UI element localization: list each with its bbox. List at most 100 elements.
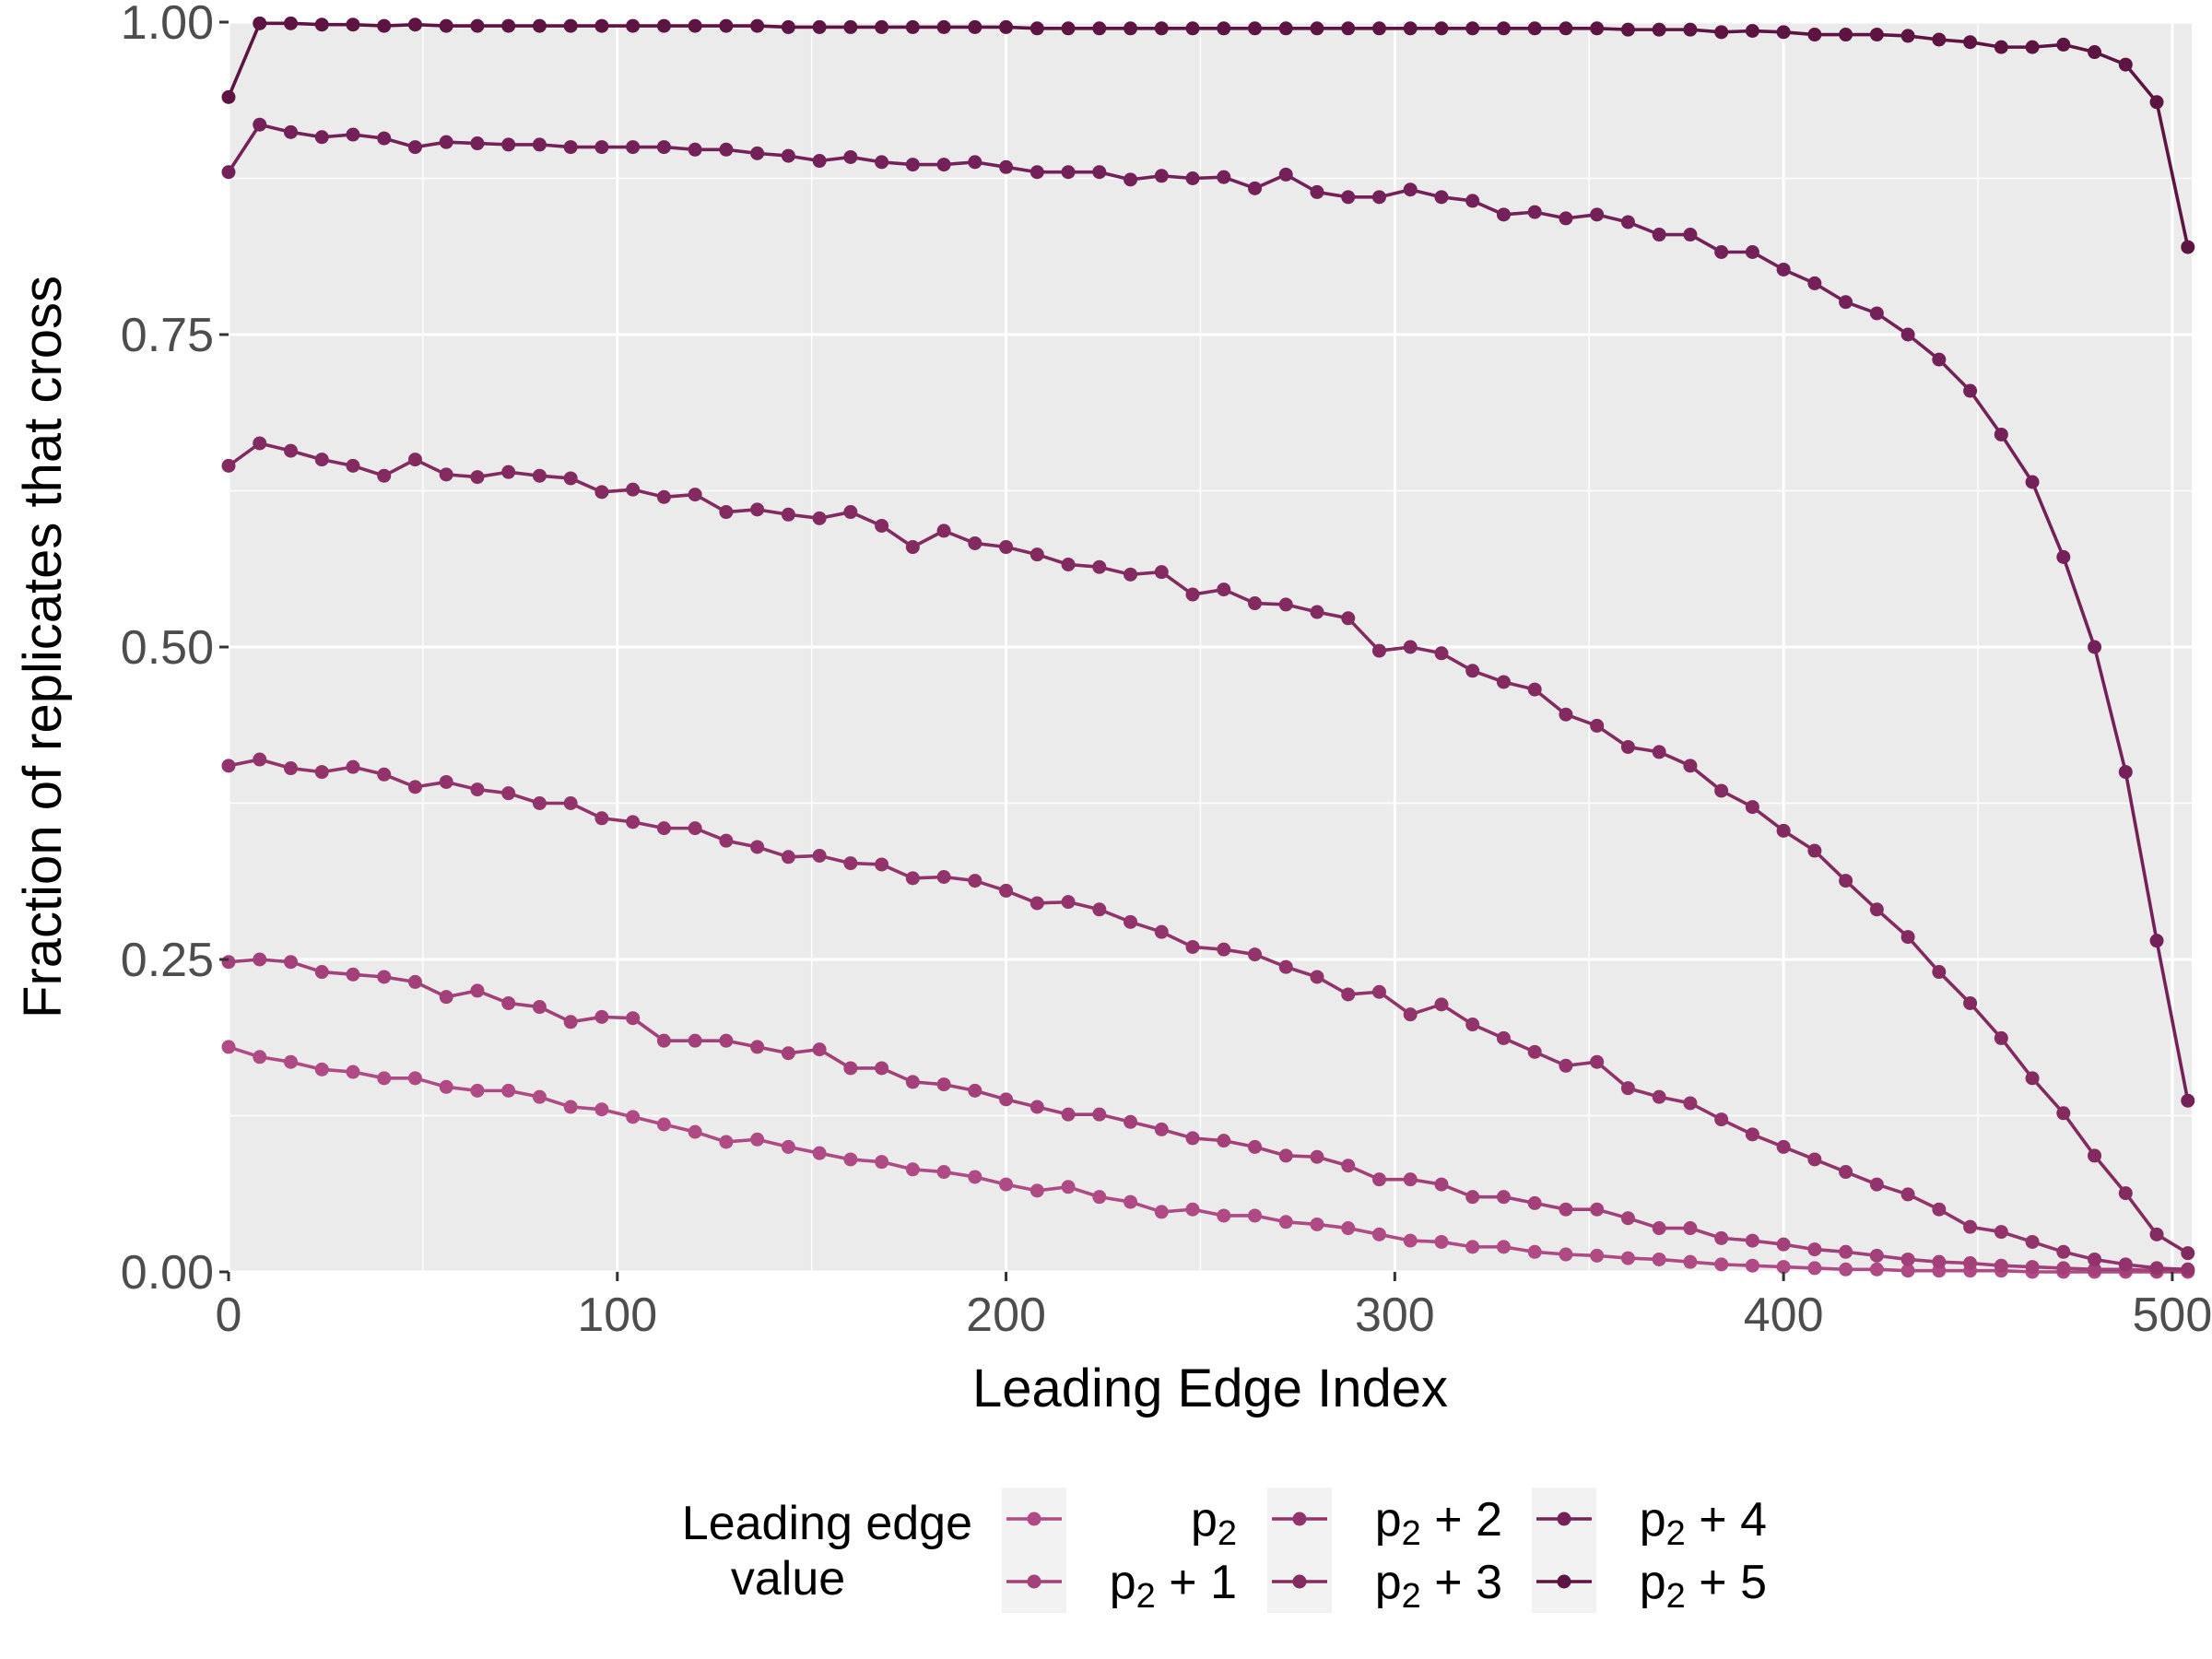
data-point xyxy=(2056,1244,2071,1259)
data-point xyxy=(750,1132,765,1147)
data-point xyxy=(407,18,422,32)
data-point xyxy=(1248,947,1263,962)
data-point xyxy=(2025,475,2040,489)
data-point xyxy=(1652,228,1666,242)
data-point xyxy=(843,856,858,871)
data-point xyxy=(1371,190,1386,205)
data-point xyxy=(688,488,702,502)
data-point xyxy=(1061,1180,1076,1194)
data-point xyxy=(875,518,889,533)
x-tick-label: 300 xyxy=(1355,1288,1435,1342)
data-point xyxy=(1371,1227,1386,1241)
data-point xyxy=(1963,383,1978,398)
data-point xyxy=(1900,1264,1915,1278)
data-point xyxy=(688,1124,702,1139)
data-point xyxy=(2056,1106,2071,1121)
data-point xyxy=(1278,597,1293,612)
data-point xyxy=(968,155,982,170)
data-point xyxy=(407,453,422,467)
data-point xyxy=(1590,21,1605,36)
data-point xyxy=(1185,587,1200,602)
data-point xyxy=(968,874,982,888)
data-point xyxy=(346,458,360,473)
data-point xyxy=(999,883,1014,898)
data-point xyxy=(377,1071,392,1086)
data-point xyxy=(532,1000,547,1015)
data-point xyxy=(1217,170,1231,184)
data-point xyxy=(1124,1114,1138,1129)
data-point xyxy=(1590,718,1605,733)
data-point xyxy=(1745,1127,1759,1142)
data-point xyxy=(407,1071,422,1086)
data-point xyxy=(905,1075,920,1089)
data-point xyxy=(1403,1007,1418,1022)
data-point xyxy=(2118,57,2133,72)
legend-entry: p2 + 1 xyxy=(1002,1550,1237,1616)
data-point xyxy=(843,505,858,520)
data-point xyxy=(221,1040,236,1054)
data-point xyxy=(1061,1107,1076,1122)
data-point xyxy=(1030,21,1044,36)
x-tick-label: 0 xyxy=(216,1288,242,1342)
legend-title-line-2: value xyxy=(731,1552,845,1606)
legend-label: p2 xyxy=(1191,1493,1237,1553)
data-point xyxy=(1652,1221,1666,1236)
series-lines xyxy=(227,21,2190,1274)
data-point xyxy=(1869,28,1884,42)
data-point xyxy=(594,1102,609,1117)
data-point xyxy=(1278,1215,1293,1230)
data-point xyxy=(1278,959,1293,974)
data-point xyxy=(936,1077,951,1092)
data-point xyxy=(1714,783,1729,798)
data-point xyxy=(1900,1252,1915,1266)
legend-entry: p2 xyxy=(1002,1488,1237,1553)
series-line-1 xyxy=(228,958,2188,1273)
data-point xyxy=(750,502,765,517)
legend-key-point xyxy=(1557,1512,1571,1526)
data-point xyxy=(1341,21,1356,36)
data-point xyxy=(1434,21,1449,36)
data-point xyxy=(1869,1248,1884,1263)
data-point xyxy=(626,140,641,155)
data-point xyxy=(1278,21,1293,36)
data-point xyxy=(2056,549,2071,564)
data-point xyxy=(1403,640,1418,654)
data-point xyxy=(1807,1242,1822,1257)
data-point xyxy=(750,1040,765,1054)
data-point xyxy=(1994,427,2008,441)
y-tick-label: 0.25 xyxy=(121,934,214,987)
data-point xyxy=(1932,352,1947,367)
legend-label: p2 + 1 xyxy=(1110,1556,1237,1616)
data-point xyxy=(781,850,795,865)
data-point xyxy=(1994,1258,2008,1273)
data-point xyxy=(1310,1149,1324,1164)
data-point xyxy=(2149,934,2164,948)
data-point xyxy=(1154,565,1169,580)
data-point xyxy=(1154,924,1169,939)
data-point xyxy=(314,1062,329,1077)
data-point xyxy=(1465,1190,1480,1205)
data-point xyxy=(1434,190,1449,205)
data-point xyxy=(1932,965,1947,980)
data-point xyxy=(2118,765,2133,780)
data-point xyxy=(1185,21,1200,36)
data-point xyxy=(439,467,453,482)
data-point xyxy=(750,18,765,33)
data-point xyxy=(1527,1195,1542,1210)
x-axis-title: Leading Edge Index xyxy=(972,1359,1448,1418)
data-point xyxy=(1869,306,1884,321)
data-point xyxy=(1807,276,1822,290)
data-point xyxy=(1341,190,1356,205)
data-point xyxy=(1963,1256,1978,1271)
data-point xyxy=(843,19,858,34)
data-point xyxy=(750,146,765,160)
data-point xyxy=(501,1083,516,1098)
data-point xyxy=(407,974,422,989)
data-point xyxy=(1652,745,1666,759)
data-point xyxy=(1185,1202,1200,1217)
data-point xyxy=(1371,21,1386,36)
data-point xyxy=(2056,1261,2071,1276)
data-point xyxy=(1527,205,1542,219)
data-point xyxy=(1590,207,1605,222)
